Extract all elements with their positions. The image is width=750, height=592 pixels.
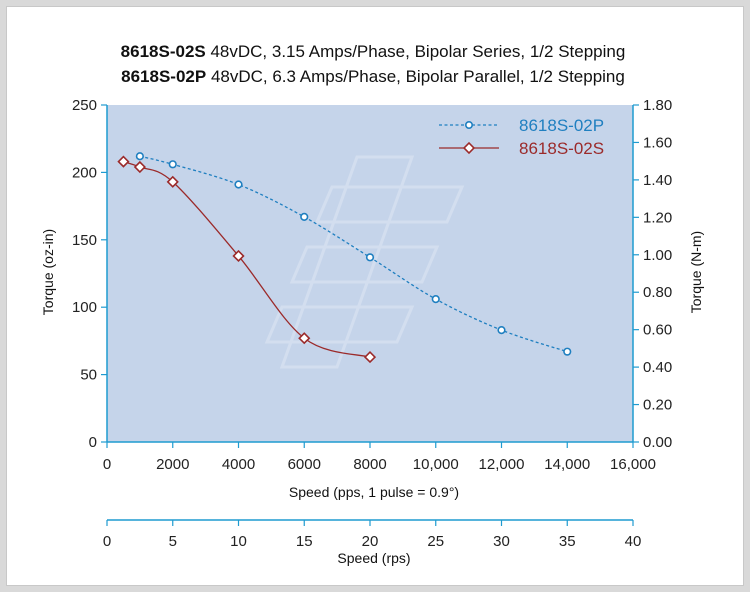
- x-tick-label: 6000: [288, 456, 321, 473]
- y2-tick-label: 0.60: [643, 322, 672, 339]
- y-axis-title: Torque (oz-in): [40, 229, 56, 315]
- data-point-8618S-02P: [365, 253, 375, 262]
- data-point-8618S-02S: [363, 350, 377, 364]
- x-tick-label: 4000: [222, 456, 255, 473]
- data-point-8618S-02P: [300, 212, 309, 221]
- data-point-8618S-02P: [563, 347, 572, 356]
- data-point-8618S-02S: [117, 155, 130, 168]
- legend-marker-02s: [462, 141, 476, 155]
- x-tick-label: 16,000: [610, 456, 656, 473]
- y2-axis-title: Torque (N-m): [688, 231, 704, 313]
- x2-tick-label: 35: [559, 533, 576, 550]
- x-tick-label: 10,000: [413, 456, 459, 473]
- y2-tick-label: 1.20: [643, 209, 672, 226]
- x2-tick-label: 30: [493, 533, 510, 550]
- series-layer: [117, 152, 572, 364]
- data-point-8618S-02S: [232, 249, 245, 263]
- chart-title-line-1: 8618S-02S 48vDC, 3.15 Amps/Phase, Bipola…: [121, 42, 626, 61]
- x-tick-label: 8000: [353, 456, 386, 473]
- x-tick-label: 12,000: [479, 456, 525, 473]
- data-point-8618S-02S: [166, 175, 179, 188]
- x2-axis-title: Speed (rps): [337, 550, 410, 566]
- torque-speed-chart: 8618S-02S 48vDC, 3.15 Amps/Phase, Bipola…: [40, 42, 704, 566]
- y2-tick-label: 0.40: [643, 359, 672, 376]
- x2-tick-label: 10: [230, 533, 247, 550]
- y2-tick-label: 1.60: [643, 134, 672, 151]
- data-point-8618S-02P: [234, 180, 243, 189]
- y-tick-label: 50: [80, 367, 97, 384]
- series-line-8618S-02P: [139, 155, 568, 353]
- x2-tick-label: 40: [625, 533, 642, 550]
- data-point-8618S-02P: [135, 152, 144, 161]
- x2-tick-label: 5: [169, 533, 177, 550]
- x2-tick-label: 25: [427, 533, 444, 550]
- data-point-8618S-02P: [431, 295, 440, 304]
- legend: 8618S-02P 8618S-02S: [439, 116, 604, 158]
- title-1-model: 8618S-02S: [121, 42, 206, 61]
- y-tick-label: 200: [72, 164, 97, 181]
- axes: 0 2000 4000 6000 8000 10,000 12,000 14,000 16,00…: [72, 97, 672, 550]
- chart-title-line-2: 8618S-02P 48vDC, 6.3 Amps/Phase, Bipolar…: [121, 67, 625, 86]
- y2-tick-label: 0.20: [643, 397, 672, 414]
- legend-label-02s: 8618S-02S: [519, 139, 604, 158]
- y-tick-label: 100: [72, 299, 97, 316]
- data-point-8618S-02S: [133, 160, 146, 174]
- y2-tick-label: 1.40: [643, 172, 672, 189]
- x-tick-label: 14,000: [544, 456, 590, 473]
- watermark-logo: [264, 155, 465, 369]
- plot-area: [107, 105, 633, 442]
- y-tick-label: 250: [72, 97, 97, 114]
- x2-tick-label: 15: [296, 533, 313, 550]
- y-tick-label: 150: [72, 232, 97, 249]
- x-axis-title: Speed (pps, 1 pulse = 0.9°): [289, 484, 459, 500]
- legend-label-02p: 8618S-02P: [519, 116, 604, 135]
- title-2-spec: 48vDC, 6.3 Amps/Phase, Bipolar Parallel,…: [206, 67, 625, 86]
- y-tick-label: 0: [89, 434, 97, 451]
- x2-tick-label: 0: [103, 533, 111, 550]
- data-point-8618S-02P: [497, 326, 506, 335]
- y2-tick-label: 1.00: [643, 247, 672, 264]
- legend-marker-02p: [464, 121, 473, 130]
- x-tick-label: 0: [103, 456, 111, 473]
- y2-tick-label: 0.80: [643, 284, 672, 301]
- y2-tick-label: 0.00: [643, 434, 672, 451]
- title-2-model: 8618S-02P: [121, 67, 206, 86]
- y2-tick-label: 1.80: [643, 97, 672, 114]
- chart-frame: 8618S-02S 48vDC, 3.15 Amps/Phase, Bipola…: [6, 6, 744, 586]
- title-1-spec: 48vDC, 3.15 Amps/Phase, Bipolar Series, …: [206, 42, 626, 61]
- x2-tick-label: 20: [362, 533, 379, 550]
- data-point-8618S-02P: [168, 160, 177, 169]
- data-point-8618S-02S: [298, 332, 311, 345]
- x-tick-label: 2000: [156, 456, 189, 473]
